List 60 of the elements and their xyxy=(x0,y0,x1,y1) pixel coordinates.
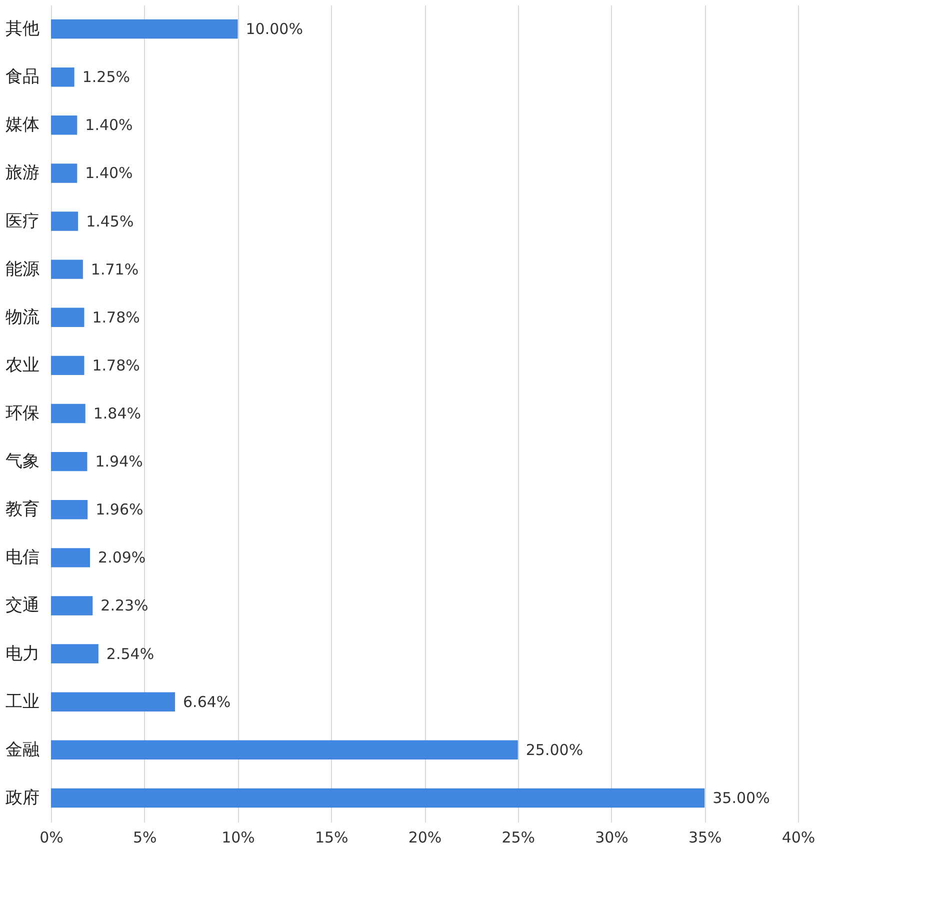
y-tick-label: 环保 xyxy=(6,404,40,424)
y-tick-label: 媒体 xyxy=(6,115,40,136)
bar xyxy=(51,19,238,39)
x-tick-label: 35% xyxy=(688,828,722,846)
data-label: 1.45% xyxy=(86,212,134,230)
data-label: 1.78% xyxy=(92,356,140,374)
bar xyxy=(51,116,78,135)
x-tick-label: 40% xyxy=(782,828,816,846)
y-tick-label: 物流 xyxy=(6,307,40,328)
data-label: 6.64% xyxy=(183,692,231,711)
data-label: 1.84% xyxy=(93,404,142,422)
bar xyxy=(51,212,78,231)
y-tick-label: 能源 xyxy=(6,259,40,280)
bar xyxy=(51,740,518,760)
data-label: 10.00% xyxy=(246,20,303,38)
y-tick-label: 旅游 xyxy=(6,163,40,184)
data-label: 1.40% xyxy=(85,164,133,182)
x-tick-label: 0% xyxy=(40,828,64,846)
y-tick-label: 交通 xyxy=(6,596,40,616)
bar xyxy=(51,67,74,87)
data-label: 2.09% xyxy=(98,548,146,567)
data-label: 2.54% xyxy=(106,644,154,663)
bar xyxy=(51,404,86,424)
bar xyxy=(51,596,93,616)
y-tick-label: 电信 xyxy=(6,548,40,568)
data-label: 1.78% xyxy=(92,308,140,326)
bar xyxy=(51,692,175,712)
y-tick-label: 气象 xyxy=(6,452,40,472)
bar xyxy=(51,788,705,808)
bar xyxy=(51,548,90,568)
data-label: 25.00% xyxy=(526,740,584,759)
bar xyxy=(51,644,98,664)
x-tick-label: 30% xyxy=(595,828,628,846)
y-tick-label: 食品 xyxy=(6,67,40,88)
bar xyxy=(51,308,84,327)
data-label: 1.94% xyxy=(95,452,143,471)
x-tick-label: 20% xyxy=(408,828,442,846)
bar xyxy=(51,260,83,279)
y-tick-label: 金融 xyxy=(6,740,40,760)
data-label: 1.71% xyxy=(90,260,139,278)
data-label: 1.96% xyxy=(96,500,144,519)
y-tick-label: 医疗 xyxy=(6,211,40,232)
y-tick-label: 电力 xyxy=(6,644,40,664)
data-label: 2.23% xyxy=(100,596,148,615)
y-tick-label: 其他 xyxy=(6,19,40,40)
y-tick-label: 政府 xyxy=(6,788,40,808)
data-label: 1.40% xyxy=(85,116,133,134)
data-label: 1.25% xyxy=(82,68,130,86)
y-tick-label: 农业 xyxy=(6,355,40,376)
x-tick-label: 10% xyxy=(222,828,255,846)
y-tick-label: 工业 xyxy=(6,692,40,712)
data-label: 35.00% xyxy=(712,788,770,807)
x-tick-label: 5% xyxy=(132,828,157,846)
x-tick-label: 25% xyxy=(502,828,536,846)
bar xyxy=(51,500,88,520)
y-tick-label: 教育 xyxy=(6,500,40,520)
bar xyxy=(51,452,88,472)
x-tick-label: 15% xyxy=(314,828,348,846)
bar xyxy=(51,164,78,183)
bar xyxy=(51,356,84,376)
